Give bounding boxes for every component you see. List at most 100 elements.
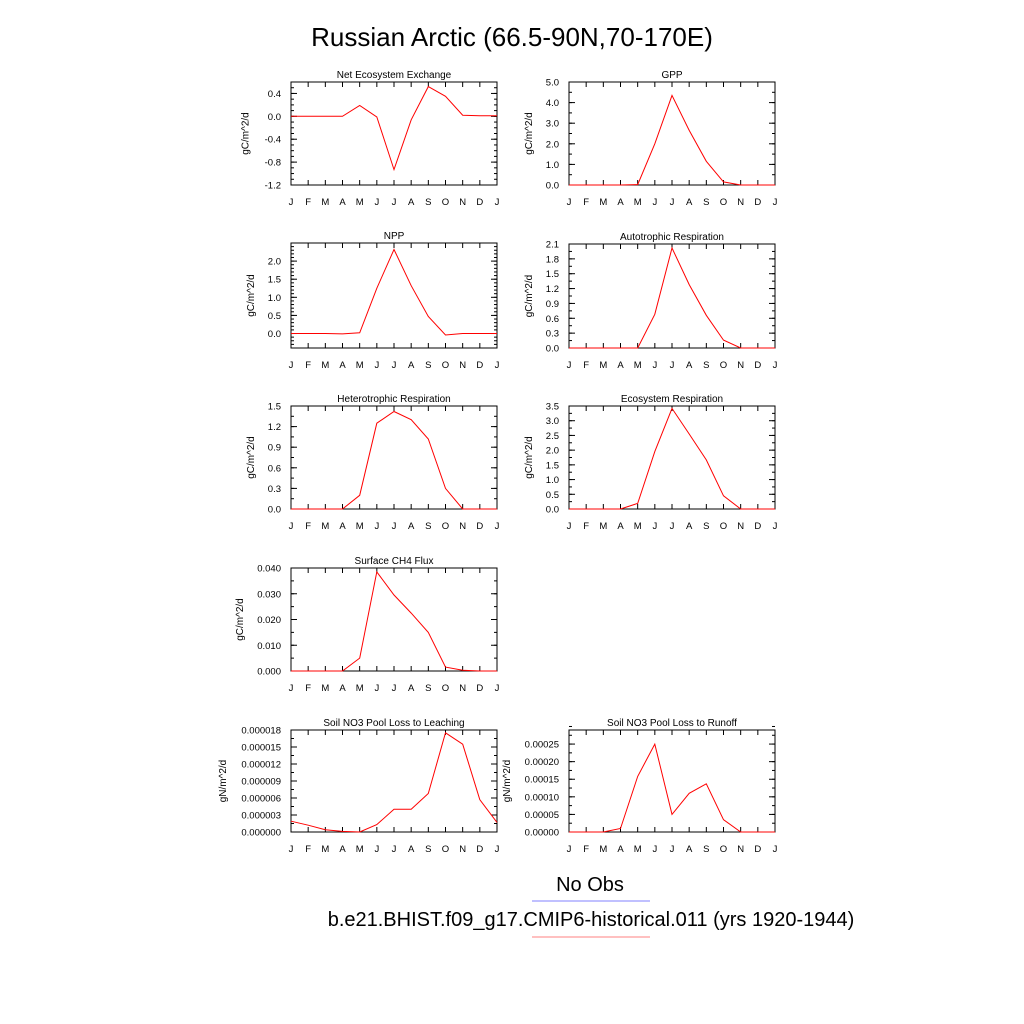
y-tick-label: 0.000009 [241,777,281,788]
x-tick-label: J [289,360,294,371]
plot-frame [568,405,776,510]
y-axis-label: gC/m^2/d [524,112,535,155]
x-tick-label: J [289,683,294,694]
y-tick-label: 1.5 [546,269,559,280]
x-tick-label: M [356,521,364,532]
x-tick-label: J [773,521,778,532]
y-tick-label: 0.3 [546,329,559,340]
x-tick-label: A [408,844,415,855]
x-tick-label: A [617,360,624,371]
y-tick-label: 1.5 [268,275,281,286]
y-tick-label: 1.2 [268,422,281,433]
x-tick-label: S [425,197,431,208]
y-tick-label: 0.000006 [241,794,281,805]
x-tick-label: M [321,360,329,371]
x-tick-label: S [703,521,709,532]
x-tick-label: N [459,844,466,855]
x-tick-label: N [459,360,466,371]
x-tick-label: S [425,844,431,855]
x-tick-label: F [583,521,589,532]
x-tick-label: J [374,683,379,694]
x-tick-label: M [634,197,642,208]
y-tick-label: 0.9 [546,299,559,310]
x-tick-label: M [356,844,364,855]
x-tick-label: N [737,844,744,855]
x-tick-label: D [754,521,761,532]
x-tick-label: A [339,360,346,371]
x-tick-label: A [617,844,624,855]
y-tick-label: 2.0 [546,446,559,457]
y-tick-label: 0.000015 [241,743,281,754]
legend-label-model: b.e21.BHIST.f09_g17.CMIP6-historical.011… [328,909,855,931]
x-tick-label: J [289,197,294,208]
x-tick-label: M [356,360,364,371]
series-line [569,246,775,349]
x-tick-label: J [773,197,778,208]
x-tick-label: O [442,521,449,532]
x-tick-label: J [495,683,500,694]
y-tick-label: 0.3 [268,484,281,495]
plot-frame [568,243,776,349]
x-tick-label: D [476,521,483,532]
x-tick-label: S [425,521,431,532]
x-tick-label: J [289,844,294,855]
y-axis-label: gC/m^2/d [241,112,252,155]
y-tick-label: 0.0 [268,505,281,516]
x-tick-label: O [720,197,727,208]
x-tick-label: F [305,360,311,371]
legend: No Obs b.e21.BHIST.f09_g17.CMIP6-histori… [328,874,855,938]
x-tick-label: J [773,844,778,855]
x-tick-label: J [495,521,500,532]
y-tick-label: -1.2 [265,181,281,192]
x-tick-label: A [339,521,346,532]
y-tick-label: 2.1 [546,240,559,251]
x-tick-label: M [599,360,607,371]
y-tick-label: 0.0 [268,329,281,340]
y-tick-label: 0.5 [268,311,281,322]
x-tick-label: F [583,844,589,855]
y-tick-label: 0.4 [268,89,281,100]
x-tick-label: F [583,360,589,371]
y-tick-label: 0.9 [268,443,281,454]
panel-title: Soil NO3 Pool Loss to Leaching [323,718,464,729]
x-tick-label: A [339,844,346,855]
plot-frame [568,729,776,833]
x-tick-label: O [442,360,449,371]
legend-label-obs: No Obs [556,874,624,896]
x-tick-label: J [567,844,572,855]
panel-title: NPP [384,231,405,242]
x-tick-label: J [495,844,500,855]
y-tick-label: 0.020 [257,615,281,626]
y-tick-label: 1.0 [268,293,281,304]
y-axis-label: gC/m^2/d [524,436,535,479]
y-tick-label: 4.0 [546,98,559,109]
x-tick-label: M [599,521,607,532]
y-tick-label: 0.000003 [241,811,281,822]
x-tick-label: J [670,521,675,532]
x-tick-label: O [442,683,449,694]
x-tick-label: S [703,844,709,855]
x-tick-label: J [495,197,500,208]
x-tick-label: M [321,683,329,694]
panel-title: Net Ecosystem Exchange [337,70,452,81]
x-tick-label: A [339,197,346,208]
x-tick-label: A [408,360,415,371]
x-tick-label: J [392,197,397,208]
y-tick-label: 0.030 [257,589,281,600]
y-axis-label: gN/m^2/d [218,760,229,803]
y-axis-label: gN/m^2/d [502,760,513,803]
x-tick-label: J [670,844,675,855]
x-tick-label: N [737,360,744,371]
y-axis-label: gC/m^2/d [524,275,535,318]
x-tick-label: M [634,521,642,532]
x-tick-label: M [321,521,329,532]
y-tick-label: 0.0 [546,344,559,355]
x-tick-label: S [425,360,431,371]
x-tick-label: M [599,844,607,855]
x-tick-label: F [583,197,589,208]
